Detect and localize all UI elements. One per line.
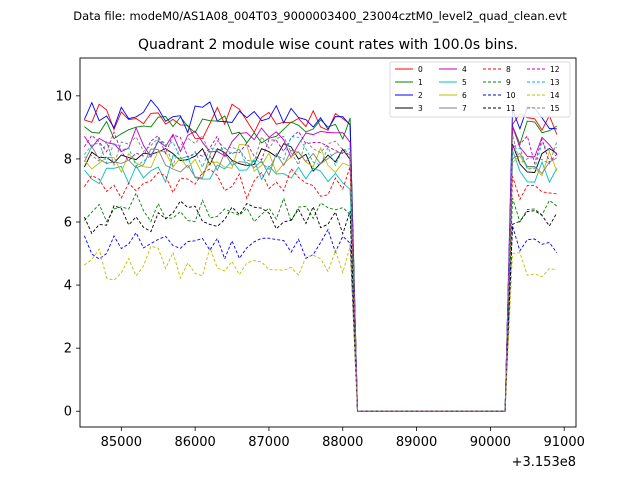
series-line-12 [84,130,558,412]
y-tick-label: 10 [55,89,72,104]
series-line-4 [84,126,558,412]
legend-box [389,61,571,118]
legend-label: 0 [418,65,423,74]
series-line-15 [84,134,558,412]
series-line-1 [84,115,558,412]
legend-label: 8 [506,65,511,74]
x-axis: 85000 86000 87000 88000 89000 90000 91000 [101,427,585,450]
x-tick-label: 86000 [174,435,215,450]
legend-label: 2 [418,91,423,100]
y-axis: 0 2 4 6 8 10 [55,89,80,420]
legend-label: 1 [418,78,423,87]
series-line-7 [83,145,558,412]
y-tick-label: 6 [64,216,72,231]
series-line-5 [84,149,558,412]
legend-label: 4 [462,65,467,74]
series-line-8 [84,166,557,412]
legend-label: 13 [550,78,560,87]
legend-label: 11 [506,104,516,113]
series-line-3 [83,143,558,412]
x-tick-label: 88000 [322,435,363,450]
data-file-label: Data file: modeM0/AS1A08_004T03_90000034… [73,9,567,23]
series-line-13 [84,136,557,412]
legend-label: 14 [550,91,560,100]
legend-label: 10 [506,91,516,100]
chart-title: Quadrant 2 module wise count rates with … [138,37,518,53]
y-tick-label: 2 [64,342,72,357]
plot-lines [83,99,558,412]
y-tick-label: 0 [64,405,72,420]
legend-label: 7 [462,104,467,113]
x-tick-label: 87000 [248,435,289,450]
series-line-11 [83,200,558,412]
series-line-10 [83,225,558,412]
x-tick-label: 91000 [544,435,585,450]
x-tick-label: 90000 [470,435,511,450]
legend-label: 12 [550,65,560,74]
plot-frame [79,57,577,428]
series-line-0 [84,103,558,412]
x-tick-label: 89000 [396,435,437,450]
series-line-6 [84,143,558,412]
series-line-9 [84,191,558,412]
legend-label: 3 [418,104,423,113]
y-tick-label: 8 [64,152,72,167]
series-line-14 [84,245,557,412]
x-tick-label: 85000 [101,435,142,450]
legend-label: 5 [462,78,467,87]
legend-label: 15 [550,104,560,113]
legend-label: 6 [462,91,467,100]
y-tick-label: 4 [64,279,72,294]
legend-label: 9 [506,78,511,87]
x-offset-label: +3.153e8 [512,455,576,470]
